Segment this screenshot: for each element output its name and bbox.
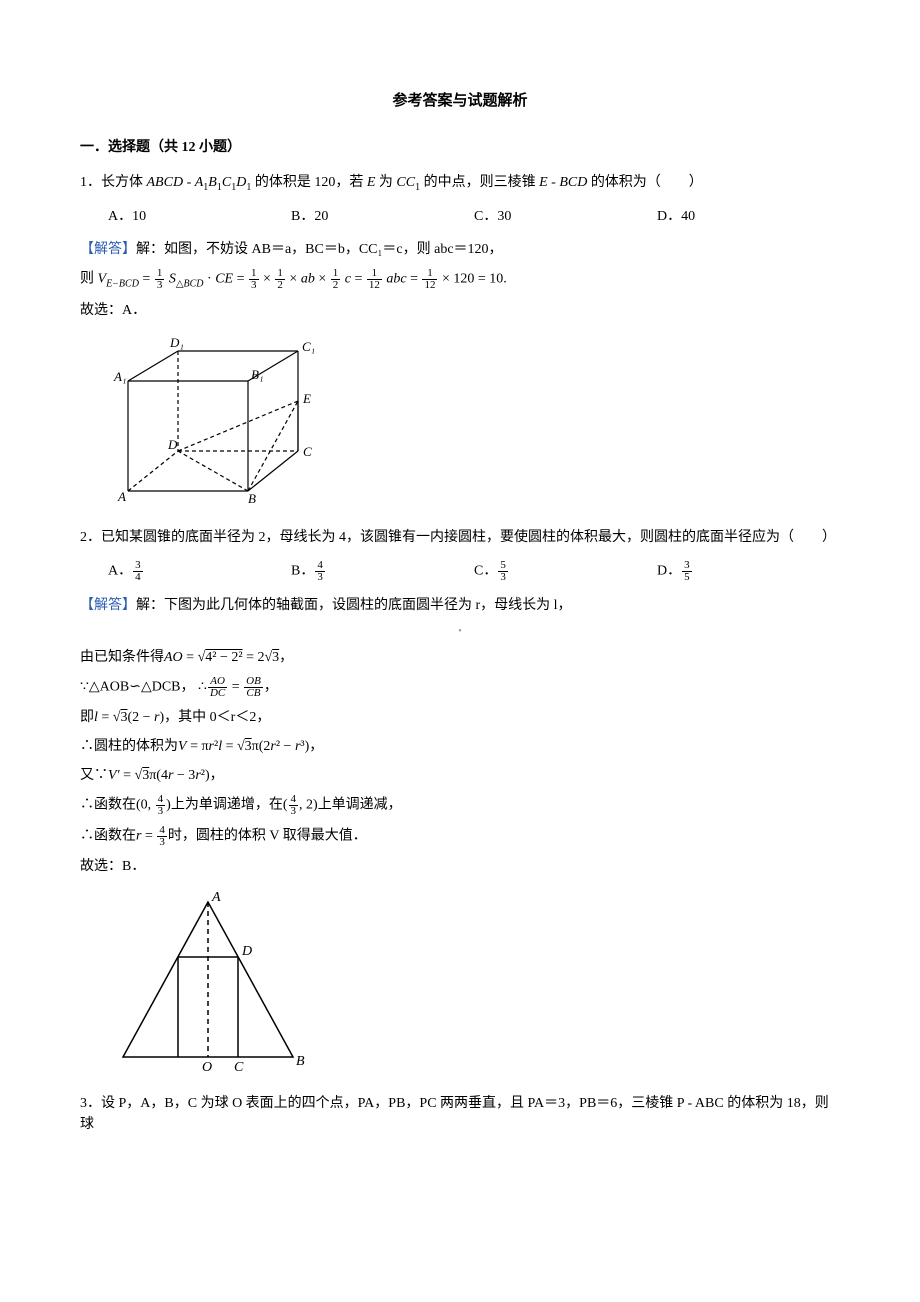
q2-l5: ∴圆柱的体积为V = πr²l = √3π(2r² − r³)， (80, 736, 840, 757)
answer-label: 【解答】 (80, 242, 136, 257)
q1-solution-1: 【解答】解：如图，不妨设 AB＝a，BC＝b，CC₁＝c，则 abc＝120， (80, 239, 840, 260)
q2-opt-b: B．43 (291, 560, 474, 583)
question-2: 2．已知某圆锥的底面半径为 2，母线长为 4，该圆锥有一内接圆柱，要使圆柱的体积… (80, 527, 840, 548)
question-1: 1．长方体 ABCD - A1B1C1D1 的体积是 120，若 E 为 CC1… (80, 172, 840, 195)
q2-l4: 即l = √3(2 − r)，其中 0＜r＜2， (80, 707, 840, 728)
svg-text:C₁: C₁ (302, 339, 315, 354)
q1-opt-b: B．20 (291, 206, 474, 227)
q1-opt-c: C．30 (474, 206, 657, 227)
question-3: 3．设 P，A，B，C 为球 O 表面上的四个点，PA，PB，PC 两两垂直，且… (80, 1093, 840, 1135)
svg-text:A: A (211, 890, 221, 905)
q1-num: 1． (80, 175, 101, 190)
q1-solution-3: 故选：A． (80, 300, 840, 321)
q2-l8: ∴函数在r = 43时，圆柱的体积 V 取得最大值． (80, 825, 840, 848)
q2-l3: ∵△AOB∽△DCB， ∴AODC = OBCB， (80, 676, 840, 699)
q3-num: 3． (80, 1096, 101, 1111)
svg-text:A: A (117, 489, 126, 504)
q2-num: 2． (80, 530, 101, 545)
section-heading: 一．选择题（共 12 小题） (80, 137, 840, 158)
q1-solution-2: 则 VE−BCD = 13 S△BCD · CE = 13 × 12 × ab … (80, 268, 840, 292)
q2-l2: 由已知条件得AO = √4² − 2² = 2√3， (80, 647, 840, 668)
q2-l9: 故选：B． (80, 856, 840, 877)
triangle-figure: A B O C D (108, 887, 308, 1077)
svg-text:B₁: B₁ (251, 367, 263, 382)
q1-opt-a: A．10 (108, 206, 291, 227)
q2-l6: 又∵V′ = √3π(4r − 3r²)， (80, 765, 840, 786)
cuboid-figure: A B C D A₁ B₁ C₁ D₁ E (108, 331, 328, 511)
svg-text:B: B (296, 1054, 305, 1069)
svg-text:C: C (303, 444, 312, 459)
svg-text:E: E (302, 391, 311, 406)
svg-text:D₁: D₁ (169, 335, 184, 350)
svg-text:C: C (234, 1060, 244, 1075)
page-title: 参考答案与试题解析 (80, 90, 840, 113)
marker-dot: • (80, 624, 840, 639)
q1-options: A．10 B．20 C．30 D．40 (108, 206, 840, 227)
answer-label: 【解答】 (80, 598, 136, 613)
q2-l7: ∴函数在(0, 43)上为单调递增，在(43, 2)上单调递减， (80, 794, 840, 817)
svg-text:D: D (167, 437, 178, 452)
svg-text:A₁: A₁ (113, 369, 126, 384)
q2-opt-c: C．53 (474, 560, 657, 583)
q2-opt-d: D．35 (657, 560, 840, 583)
q1-opt-d: D．40 (657, 206, 840, 227)
svg-text:D: D (241, 944, 252, 959)
q2-options: A．34 B．43 C．53 D．35 (108, 560, 840, 583)
q2-solution-1: 【解答】解：下图为此几何体的轴截面，设圆柱的底面圆半径为 r，母线长为 l， (80, 595, 840, 616)
svg-text:B: B (248, 491, 256, 506)
svg-text:O: O (202, 1060, 212, 1075)
q2-opt-a: A．34 (108, 560, 291, 583)
